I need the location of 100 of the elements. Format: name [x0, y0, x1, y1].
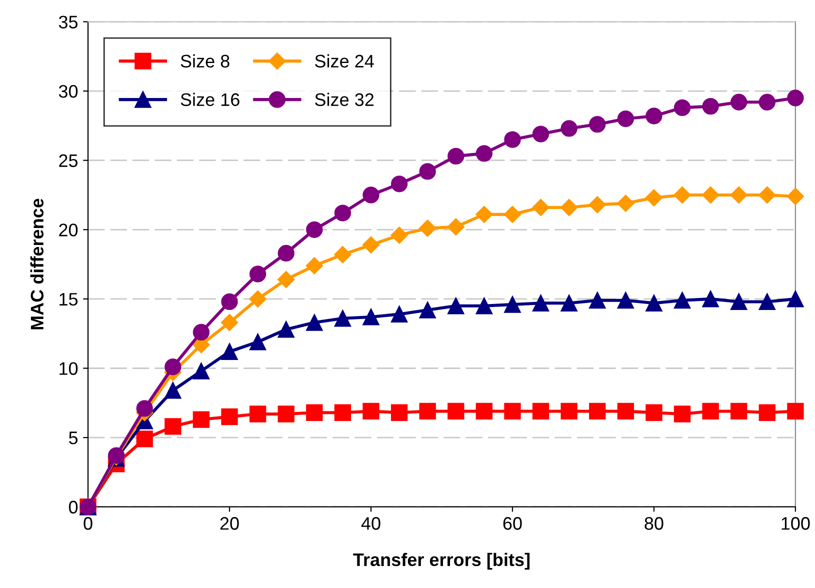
point	[589, 292, 606, 309]
y-tick-label: 0	[68, 500, 78, 514]
point	[192, 411, 210, 428]
point	[221, 343, 238, 360]
point	[702, 98, 719, 115]
point	[249, 266, 266, 282]
point	[476, 298, 493, 314]
y-tick-label: 5	[68, 432, 78, 444]
point	[758, 186, 776, 204]
point	[758, 404, 776, 421]
point	[390, 306, 408, 323]
point	[164, 358, 182, 376]
point	[787, 290, 804, 308]
point	[617, 110, 634, 128]
point	[390, 226, 408, 244]
x-tick-label: 0	[84, 517, 92, 530]
legend-label: Size 24	[315, 54, 374, 68]
point	[306, 221, 323, 238]
point	[476, 145, 493, 162]
point	[249, 334, 266, 350]
point	[560, 402, 578, 420]
y-tick-label: 35	[58, 16, 78, 28]
legend-label: Size 16	[180, 92, 240, 106]
point	[306, 314, 323, 331]
point	[390, 404, 408, 421]
point	[730, 293, 748, 310]
point	[532, 294, 550, 312]
y-axis-title: MAC difference	[30, 198, 44, 330]
point	[674, 186, 691, 204]
point	[362, 236, 380, 254]
x-axis-title: Transfer errors [bits]	[353, 552, 530, 570]
point	[532, 198, 550, 216]
x-tick-label: 40	[361, 517, 380, 530]
x-tick-label: 20	[220, 517, 239, 530]
point	[588, 196, 606, 214]
point	[136, 430, 153, 448]
point	[560, 294, 578, 312]
point	[589, 402, 606, 420]
point	[787, 402, 804, 420]
point	[617, 402, 634, 420]
point	[249, 406, 266, 422]
legend-label: Size 8	[180, 54, 230, 68]
point	[589, 116, 606, 133]
point	[278, 271, 295, 288]
point	[702, 290, 719, 308]
point	[730, 94, 748, 110]
point	[532, 402, 550, 420]
point	[730, 186, 748, 204]
x-tick-label: 80	[644, 517, 664, 530]
point	[419, 402, 436, 420]
point	[617, 194, 634, 212]
point	[504, 296, 521, 313]
point	[532, 126, 550, 142]
y-tick-label: 15	[60, 293, 78, 306]
point	[164, 382, 182, 399]
legend-label: Size 32	[315, 92, 374, 106]
y-tick-label: 10	[60, 362, 78, 375]
point	[786, 188, 804, 205]
point	[674, 99, 691, 116]
point	[758, 293, 776, 310]
point	[278, 244, 294, 262]
point	[390, 176, 408, 192]
point	[306, 257, 323, 274]
point	[164, 418, 182, 435]
point	[334, 246, 352, 264]
point	[560, 198, 578, 216]
point	[674, 406, 691, 422]
point	[306, 404, 323, 421]
point	[419, 302, 436, 318]
point	[504, 402, 521, 420]
x-tick-label: 60	[503, 517, 522, 530]
point	[192, 324, 210, 341]
y-tick-label: 20	[59, 224, 78, 236]
point	[278, 406, 294, 422]
y-tick-label: 25	[59, 154, 78, 168]
point	[448, 402, 464, 420]
point	[334, 204, 352, 222]
point	[419, 220, 436, 237]
point	[645, 189, 663, 206]
point	[448, 298, 464, 314]
point	[447, 218, 464, 236]
point	[334, 404, 352, 421]
point	[362, 186, 380, 204]
point	[504, 131, 521, 148]
point	[646, 294, 662, 312]
point	[362, 402, 380, 420]
point	[702, 402, 719, 420]
point	[787, 90, 804, 106]
point	[646, 108, 662, 124]
point	[758, 94, 776, 110]
point	[221, 293, 238, 310]
point	[617, 292, 634, 309]
point	[136, 400, 153, 417]
x-tick-label: 100	[782, 517, 810, 530]
point	[249, 290, 266, 308]
point	[702, 186, 720, 204]
point	[278, 321, 294, 338]
point	[419, 163, 436, 180]
point	[448, 148, 464, 165]
point	[674, 292, 691, 309]
